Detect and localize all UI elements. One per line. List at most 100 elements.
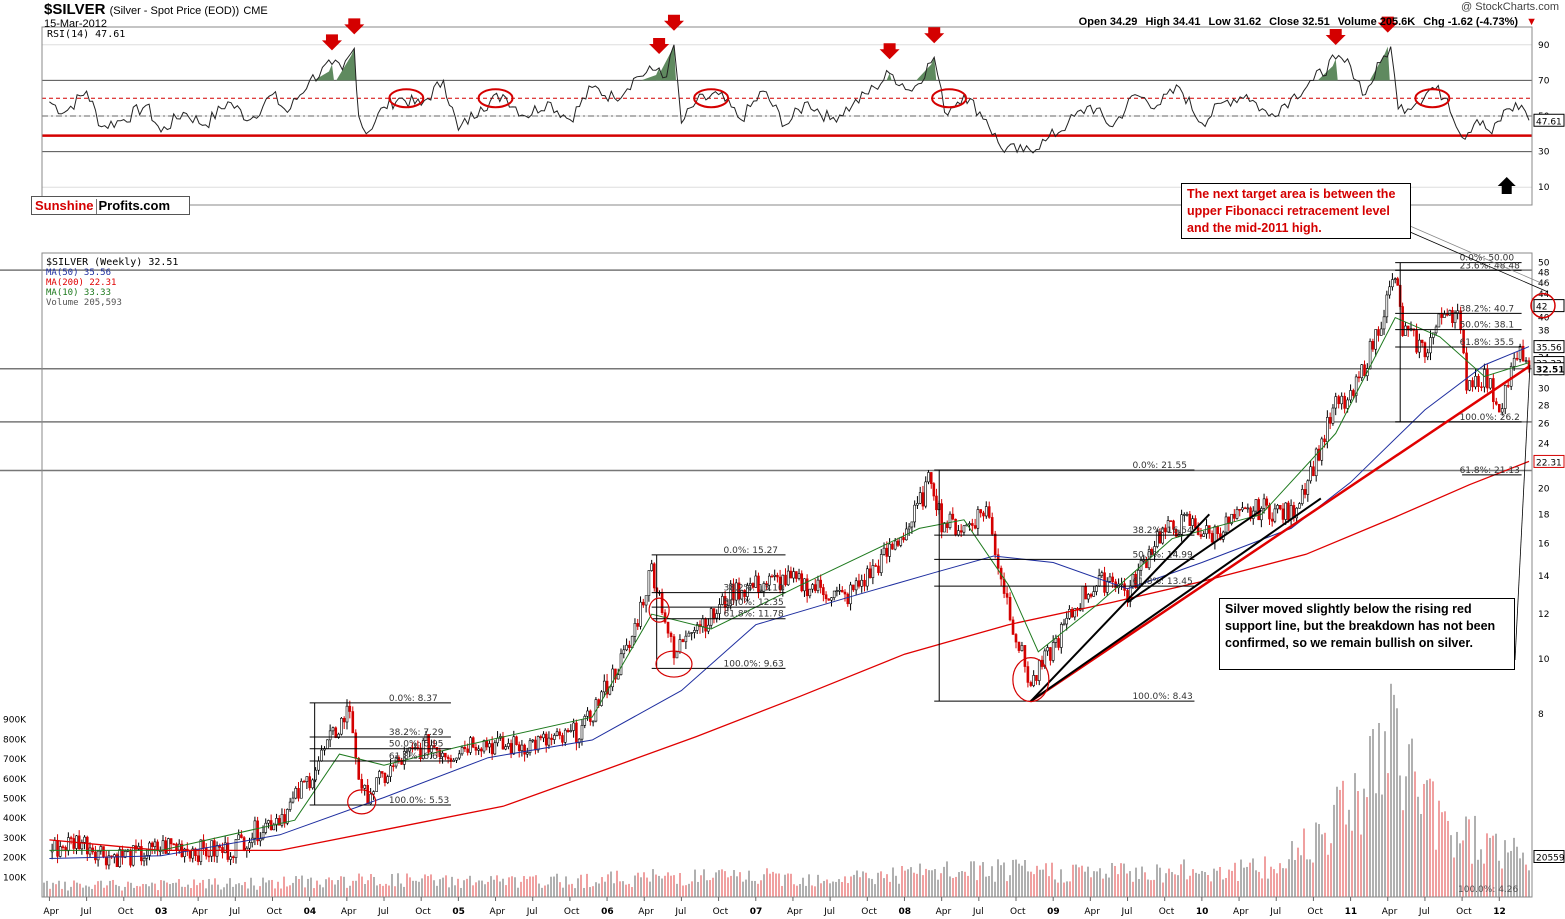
volume-bar [1333,804,1335,897]
price-candle-body [1235,508,1239,519]
volume-bar [1336,786,1338,897]
price-candle-body [838,589,841,592]
volume-bar [664,875,666,897]
price-candle-body [223,842,227,853]
volume-bar [979,865,981,897]
rsi-overbought-fill [1369,46,1390,81]
volume-bar [769,873,771,897]
volume-bar [316,880,318,897]
volume-bar [1330,843,1332,897]
logo-part1: Sunshine [35,198,94,213]
price-candle-body [1216,526,1219,534]
volume-bar [1357,791,1359,897]
volume-bar [484,884,486,897]
price-candle-body [1145,559,1148,569]
price-candle-body [1262,498,1266,509]
volume-bar [1438,800,1440,897]
volume-bar [322,887,324,897]
x-axis-label: Oct [415,907,431,917]
volume-bar [1399,775,1401,897]
volume-bar [1444,811,1446,897]
price-candle-body [375,777,378,792]
volume-bar [340,876,342,897]
volume-bar [1453,857,1455,897]
price-candle-body [1095,585,1098,592]
rsi-tick-label: 70 [1538,76,1550,86]
price-candle-body [605,680,609,695]
volume-bar [1312,862,1314,897]
volume-bar [1351,830,1353,897]
volume-bar [661,878,663,897]
price-candle-body [1314,448,1318,477]
price-candle-body [504,746,507,750]
x-axis-label: 08 [898,907,911,917]
volume-bar [886,874,888,897]
volume-bar [946,861,948,897]
volume-bar [1078,867,1080,897]
price-candle-body [1270,518,1274,522]
price-candle-body [644,595,648,606]
price-candle-body [1337,396,1340,405]
volume-bar [1273,869,1275,897]
price-candle-body [1046,647,1049,652]
volume-bar [157,890,159,897]
volume-bar [1258,871,1260,897]
volume-bar [1498,860,1500,897]
price-candle-body [501,736,505,750]
volume-bar [649,881,651,897]
volume-bar [1366,797,1368,897]
volume-bar [1261,878,1263,897]
volume-bar [355,880,357,897]
price-candle-body [1465,352,1468,391]
price-tick-label: 48 [1538,269,1550,279]
price-candle-body [979,509,982,514]
volume-bar [1201,870,1203,897]
volume-bar [1372,729,1374,897]
price-candle-body [234,839,238,858]
price-right-label-box [1533,362,1565,376]
x-axis-label: Oct [1010,907,1026,917]
volume-bar [904,870,906,897]
volume-tick-label: 600K [3,775,27,785]
close-value: Close 32.51 [1269,16,1330,28]
volume-bar [1147,879,1149,897]
volume-bar [937,879,939,897]
price-circle-annotation [1012,657,1050,703]
price-candle-body [1328,417,1332,424]
volume-bar [1249,862,1251,897]
volume-bar [709,880,711,897]
price-candle-body [542,733,545,739]
x-axis-label: Jul [526,907,538,917]
price-candle-body [523,744,526,755]
price-candle-body [1388,286,1391,296]
x-axis-label: Apr [936,907,952,917]
price-candle-body [482,740,486,752]
volume-bar [1096,871,1098,897]
volume-bar [958,872,960,897]
volume-bar [862,871,864,897]
volume-bar [190,888,192,897]
price-candle-body [337,733,340,738]
price-circle-annotation [648,597,670,623]
price-candle-body [345,705,349,723]
price-candle-body [1323,438,1326,443]
volume-bar [337,880,339,897]
logo-part2: Profits.com [98,198,171,213]
price-candle-body [237,834,240,840]
price-candle-body [372,791,375,795]
price-tick-label: 40 [1538,314,1550,324]
volume-bar [1159,867,1161,897]
volume-bar [97,881,99,897]
volume-bar [1426,780,1428,897]
x-axis-label: Oct [118,907,134,917]
price-candle-body [1087,594,1090,600]
price-candle-body [628,644,631,649]
volume-bar [79,883,81,897]
price-candle-body [1134,573,1137,589]
price-candle-body [913,504,916,523]
price-candle-body [334,727,338,738]
volume-bar [115,884,117,897]
volume-bar [1360,834,1362,897]
volume-bar [1417,796,1419,897]
price-candle-body [586,710,589,717]
